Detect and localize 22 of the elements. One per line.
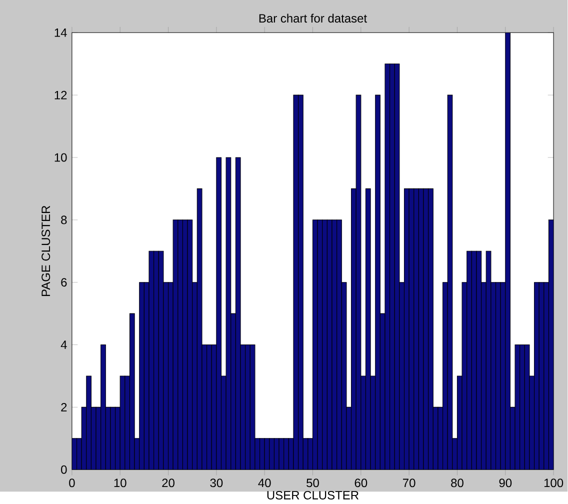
y-tick-label: 8 xyxy=(61,216,67,224)
x-tick-label: 80 xyxy=(451,478,464,488)
chart-title: Bar chart for dataset xyxy=(259,14,367,23)
x-tick-label: 90 xyxy=(499,478,512,488)
x-tick-label: 20 xyxy=(162,478,174,488)
x-axis-title: USER CLUSTER xyxy=(267,491,358,500)
y-tick-label: 4 xyxy=(60,340,67,349)
y-axis-title: PAGE CLUSTER xyxy=(42,206,50,296)
y-tick-label: 12 xyxy=(54,90,67,100)
y-tick-label: 10 xyxy=(54,153,67,162)
x-tick-label: 0 xyxy=(69,478,75,488)
y-tick-label: 6 xyxy=(61,278,67,287)
x-tick-label: 10 xyxy=(114,478,126,488)
x-tick-label: 70 xyxy=(403,478,416,488)
x-tick-label: 100 xyxy=(544,478,564,488)
x-tick-label: 40 xyxy=(258,478,271,488)
x-tick-label: 30 xyxy=(210,478,223,488)
x-tick-label: 50 xyxy=(306,478,319,488)
y-tick-label: 2 xyxy=(61,403,67,412)
y-tick-label: 14 xyxy=(54,28,67,37)
y-tick-label: 0 xyxy=(61,465,67,474)
x-tick-label: 60 xyxy=(354,478,368,488)
